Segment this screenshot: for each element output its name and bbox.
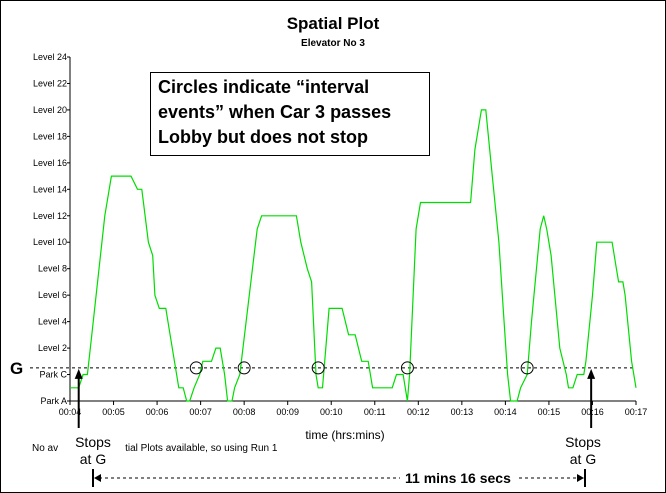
duration-arrow-left bbox=[94, 474, 101, 482]
stops-right-line-2: at G bbox=[569, 451, 597, 467]
y-tick-label: Level 2 bbox=[38, 343, 67, 353]
y-tick-labels: Park A Park C Level 2 Level 4 Level 6 Level 8… bbox=[33, 52, 70, 406]
x-tick-label: 00:10 bbox=[320, 407, 343, 417]
y-tick-label: Level 14 bbox=[33, 184, 67, 194]
interval-event-circle bbox=[237, 361, 251, 375]
y-tick-label: Level 16 bbox=[33, 158, 67, 168]
annotation-line-2: events” when Car 3 passes bbox=[158, 102, 392, 122]
duration-arrow-right bbox=[577, 474, 584, 482]
stops-label-right: Stops at G bbox=[560, 434, 606, 468]
x-tick-label: 00:11 bbox=[364, 407, 386, 417]
stops-right-line-1: Stops bbox=[565, 434, 601, 450]
x-tick-label: 00:05 bbox=[102, 407, 125, 417]
x-tick-labels: 00:04 00:05 00:06 00:07 00:08 00:09 00:10 00:11… bbox=[59, 401, 648, 417]
chart-title: Spatial Plot bbox=[286, 14, 380, 33]
x-tick-label: 00:13 bbox=[451, 407, 474, 417]
x-tick-label: 00:15 bbox=[538, 407, 561, 417]
interval-event-circles bbox=[189, 361, 534, 375]
chart-subtitle: Elevator No 3 bbox=[301, 38, 365, 49]
x-tick-label: 00:17 bbox=[625, 407, 648, 417]
stop-arrows bbox=[74, 368, 596, 487]
y-tick-label: Level 8 bbox=[38, 264, 67, 274]
ground-level-label: G bbox=[10, 359, 23, 378]
stop-arrow-head bbox=[587, 368, 596, 379]
y-tick-label: Level 18 bbox=[33, 131, 67, 141]
annotation-line-3: Lobby but does not stop bbox=[158, 127, 368, 147]
interval-event-circle bbox=[311, 361, 325, 375]
interval-event-circle bbox=[189, 361, 203, 375]
x-tick-label: 00:04 bbox=[59, 407, 82, 417]
duration-label: 11 mins 16 secs bbox=[400, 470, 516, 486]
x-tick-label: 00:16 bbox=[581, 407, 604, 417]
annotation-box: Circles indicate “interval events” when … bbox=[150, 72, 430, 156]
y-tick-label: Park C bbox=[39, 370, 67, 380]
y-tick-label: Level 20 bbox=[33, 105, 67, 115]
axes bbox=[69, 57, 636, 402]
x-tick-label: 00:07 bbox=[189, 407, 212, 417]
footnote-part-2: tial Plots available, so using Run 1 bbox=[125, 443, 278, 454]
x-tick-label: 00:09 bbox=[276, 407, 299, 417]
stop-arrow-head bbox=[74, 368, 83, 379]
x-axis-label: time (hrs:mins) bbox=[305, 428, 384, 442]
y-tick-label: Level 4 bbox=[38, 317, 67, 327]
stops-left-line-2: at G bbox=[79, 451, 107, 467]
y-tick-label: Park A bbox=[40, 396, 67, 406]
footnote: No av tial Plots available, so using Run … bbox=[32, 443, 277, 454]
x-tick-label: 00:08 bbox=[233, 407, 256, 417]
y-tick-label: Level 10 bbox=[33, 237, 67, 247]
footnote-part-1: No av bbox=[32, 443, 59, 454]
elevator-position-line bbox=[70, 109, 637, 402]
y-tick-label: Level 12 bbox=[33, 211, 67, 221]
y-tick-label: Level 22 bbox=[33, 78, 67, 88]
x-tick-label: 00:14 bbox=[494, 407, 517, 417]
x-tick-label: 00:12 bbox=[407, 407, 430, 417]
x-tick-label: 00:06 bbox=[146, 407, 169, 417]
annotation-line-1: Circles indicate “interval bbox=[158, 77, 370, 97]
interval-event-circle bbox=[400, 361, 414, 375]
y-tick-label: Level 24 bbox=[33, 52, 67, 62]
stops-label-left: Stops at G bbox=[70, 434, 116, 468]
y-tick-label: Level 6 bbox=[38, 290, 67, 300]
stops-left-line-1: Stops bbox=[75, 434, 111, 450]
interval-event-circle bbox=[520, 361, 534, 375]
